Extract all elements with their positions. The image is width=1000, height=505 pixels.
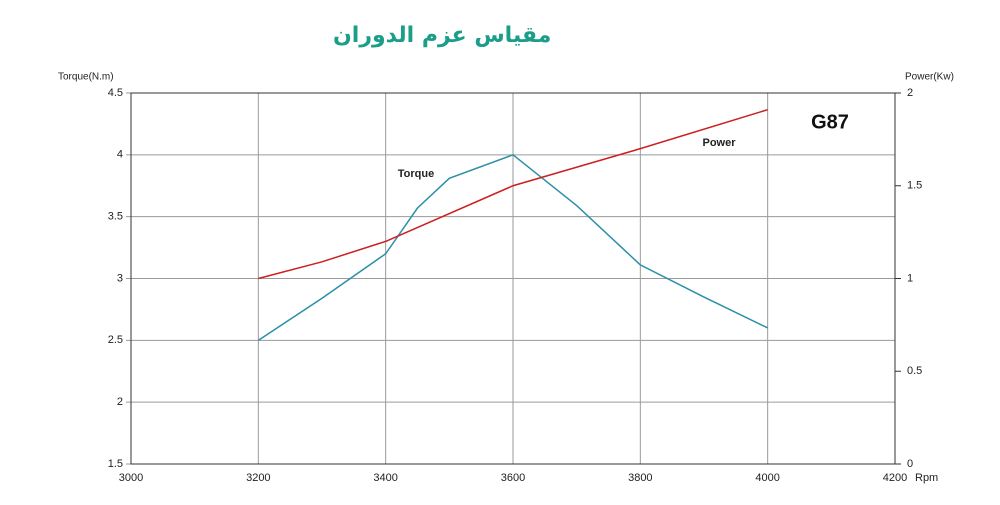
y-tick-label: 3.5 (108, 211, 123, 223)
y-tick-label: 3 (117, 272, 123, 284)
x-tick-label: 3600 (501, 472, 525, 484)
y2-tick-label: 0 (907, 458, 913, 470)
y-tick-label: 4 (117, 149, 123, 161)
y2-axis-label: Power(Kw) (905, 72, 954, 83)
y2-tick-label: 2 (907, 87, 913, 99)
x-tick-label: 3800 (628, 472, 652, 484)
x-tick-label: 3400 (373, 472, 397, 484)
x-axis-label: Rpm (915, 472, 938, 484)
series-line (257, 153, 768, 341)
plot-frame (130, 92, 896, 465)
y-tick-label: 1.5 (108, 458, 123, 470)
series-annotation: Power (702, 137, 736, 149)
y-axis-label: Torque(N.m) (58, 72, 114, 83)
series-annotation: Torque (398, 168, 434, 180)
chart-title: مقياس عزم الدوران (333, 23, 551, 48)
y-tick-label: 4.5 (108, 87, 123, 99)
y-tick-label: 2 (117, 396, 123, 408)
x-tick-label: 3000 (119, 472, 143, 484)
x-tick-label: 4000 (755, 472, 779, 484)
x-tick-label: 3200 (246, 472, 270, 484)
model-label: G87 (811, 111, 849, 133)
x-tick-label: 4200 (883, 472, 907, 484)
y2-tick-label: 1 (907, 272, 913, 284)
y2-tick-label: 1.5 (907, 180, 922, 192)
y-tick-label: 2.5 (108, 334, 123, 346)
series-line (258, 108, 768, 280)
y2-tick-label: 0.5 (907, 365, 922, 377)
